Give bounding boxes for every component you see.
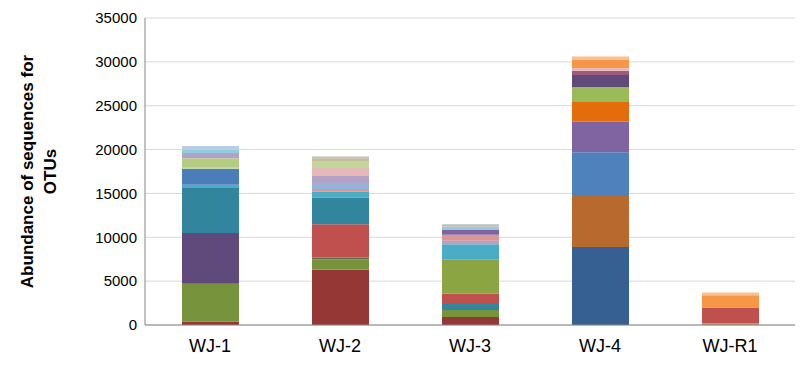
svg-text:WJ-R1: WJ-R1: [703, 336, 758, 356]
svg-text:5000: 5000: [104, 272, 137, 289]
svg-text:25000: 25000: [95, 97, 137, 114]
svg-text:20000: 20000: [95, 141, 137, 158]
svg-text:WJ-3: WJ-3: [449, 336, 491, 356]
svg-text:10000: 10000: [95, 229, 137, 246]
svg-text:15000: 15000: [95, 185, 137, 202]
svg-text:35000: 35000: [95, 9, 137, 26]
svg-text:Abundance of sequences forOTUs: Abundance of sequences forOTUs: [18, 54, 60, 288]
svg-text:WJ-2: WJ-2: [319, 336, 361, 356]
svg-text:30000: 30000: [95, 53, 137, 70]
svg-text:WJ-4: WJ-4: [579, 336, 621, 356]
svg-text:WJ-1: WJ-1: [189, 336, 231, 356]
svg-text:0: 0: [129, 316, 137, 333]
